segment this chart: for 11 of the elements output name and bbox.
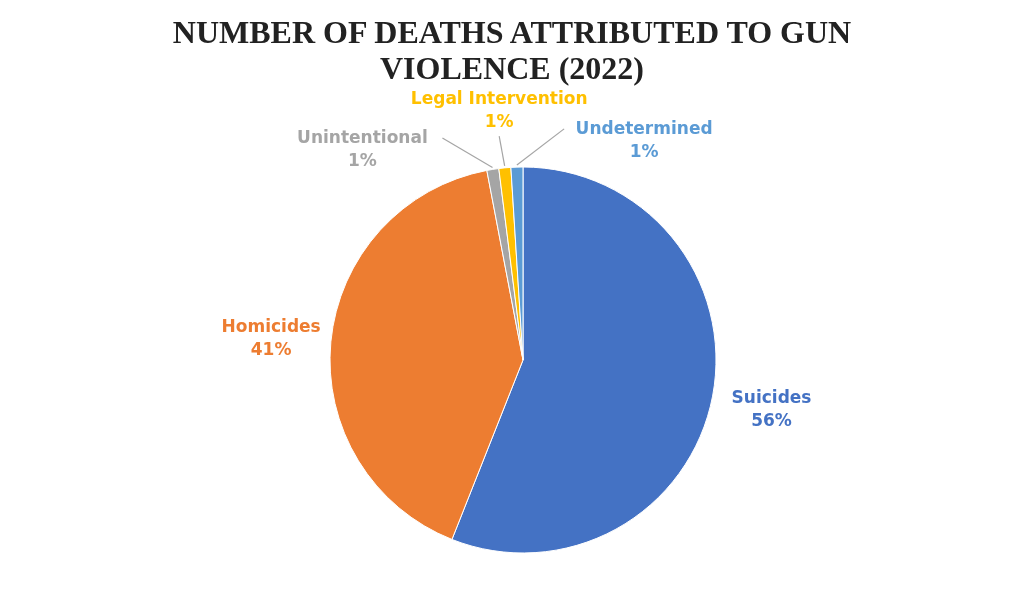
data-label: 1% — [484, 111, 514, 132]
slice-label: Suicides — [731, 387, 812, 408]
slice-label: Undetermined — [575, 117, 713, 138]
slice-label: Legal Intervention — [410, 88, 588, 109]
data-label: 41% — [250, 339, 292, 360]
chart-title: NUMBER OF DEATHS ATTRIBUTED TO GUN VIOLENCE (2022) — [172, 14, 852, 87]
data-label: 1% — [347, 150, 377, 170]
data-label: 56% — [751, 410, 792, 431]
data-label: 1% — [629, 140, 659, 161]
slice-label: Homicides — [221, 316, 321, 337]
slice-label: Unintentional — [297, 127, 428, 147]
